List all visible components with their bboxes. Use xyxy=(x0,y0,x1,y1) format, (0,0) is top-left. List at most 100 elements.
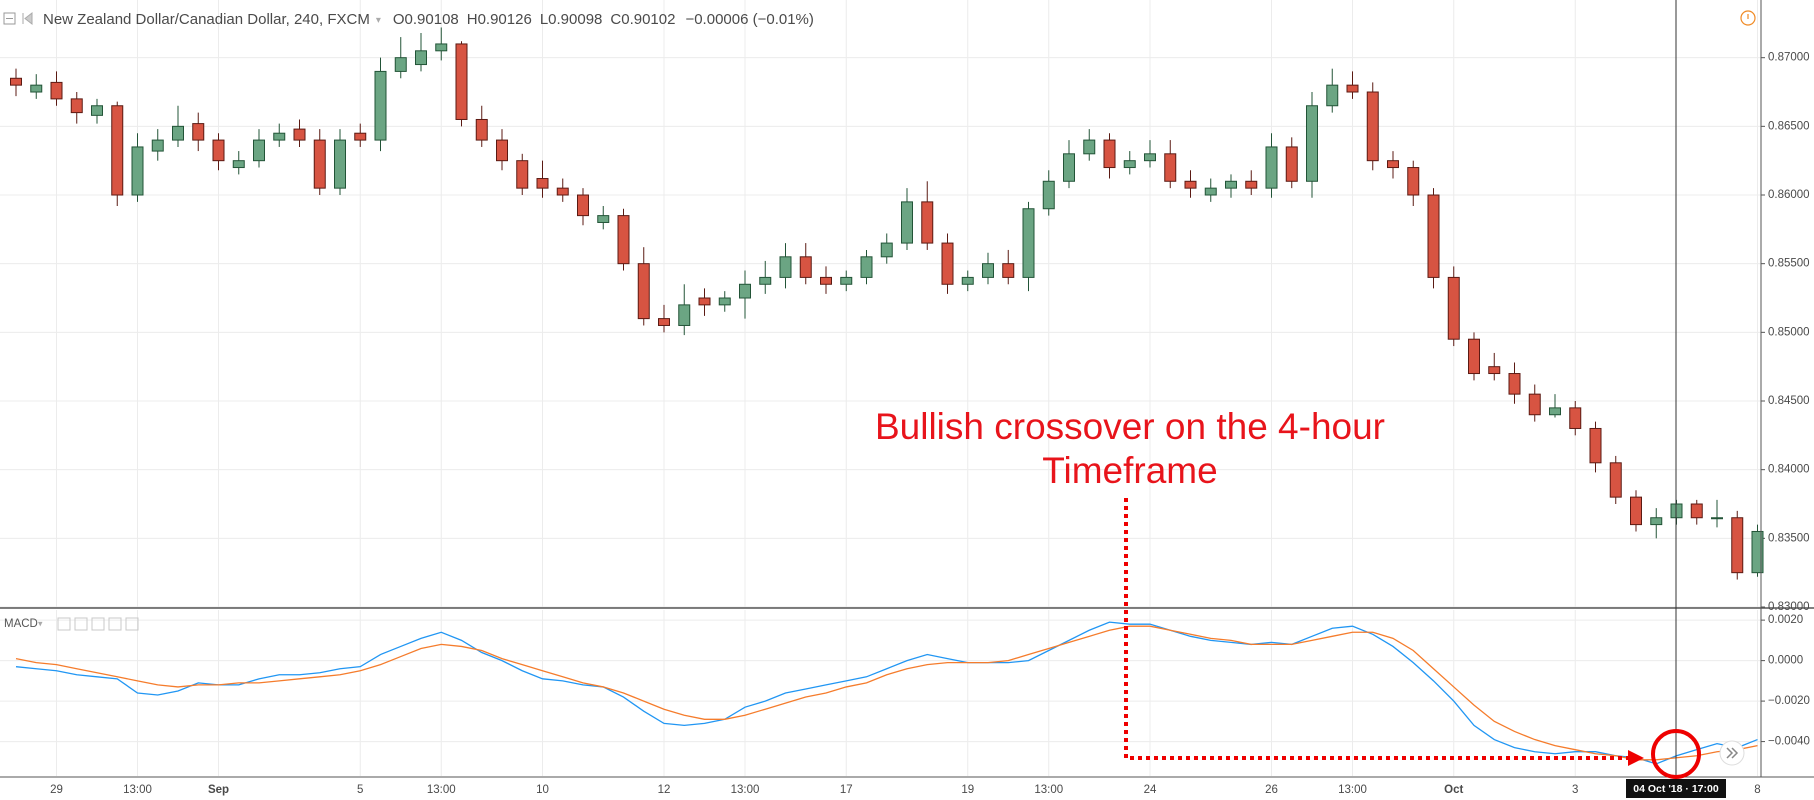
candle-body xyxy=(1123,160,1136,169)
candle-body xyxy=(1346,84,1359,93)
candle-body xyxy=(30,84,43,93)
x-tick-label: Sep xyxy=(208,784,229,796)
candle-body xyxy=(1063,153,1075,182)
candle-body xyxy=(739,283,751,299)
indicator-line xyxy=(15,625,1758,761)
candle-body xyxy=(111,105,124,196)
candle-body xyxy=(1285,146,1298,182)
info-icon[interactable] xyxy=(1740,10,1756,26)
candle-body xyxy=(1609,462,1622,498)
candle-body xyxy=(1589,427,1602,464)
candle-body xyxy=(1204,187,1217,196)
candle-body xyxy=(678,304,691,326)
candle-body xyxy=(374,70,387,141)
candle-body xyxy=(1569,407,1582,429)
candle-body xyxy=(921,201,934,244)
y-tick-label: 0.0000 xyxy=(1768,655,1803,667)
candle-body xyxy=(1245,180,1258,189)
y-tick-label: 0.87000 xyxy=(1768,52,1810,64)
candle-body xyxy=(779,256,792,278)
candle-body xyxy=(313,139,326,189)
indicator-label[interactable]: MACD xyxy=(4,618,38,630)
candle-body xyxy=(1447,276,1460,340)
indicator-button[interactable] xyxy=(57,617,71,631)
candle-body xyxy=(232,160,245,169)
x-tick-label: 17 xyxy=(840,784,853,796)
y-tick-label: 0.84000 xyxy=(1768,464,1810,476)
dropdown-arrow[interactable]: ▾ xyxy=(38,618,43,628)
indicator-line xyxy=(15,621,1758,765)
candle-body xyxy=(50,81,63,100)
candle-body xyxy=(597,215,610,223)
candle-body xyxy=(880,242,893,258)
indicator-button[interactable] xyxy=(91,617,105,631)
candle-body xyxy=(192,123,205,141)
candle-body xyxy=(1731,517,1744,574)
candle-body xyxy=(1265,146,1278,189)
candle-body xyxy=(1427,194,1440,278)
annotation-arrowhead xyxy=(1628,750,1644,766)
y-tick-label: 0.83000 xyxy=(1768,601,1810,613)
candle-body xyxy=(273,132,286,141)
x-tick-label: 5 xyxy=(357,784,363,796)
y-tick-label: 0.85500 xyxy=(1768,258,1810,270)
dropdown-arrow[interactable]: ▾ xyxy=(376,15,381,26)
candle-body xyxy=(435,43,448,52)
candle-body xyxy=(1022,208,1035,278)
candle-body xyxy=(1366,91,1379,162)
candle-body xyxy=(131,146,144,196)
crosshair-time-label: 04 Oct '18 · 17:00 xyxy=(1633,783,1719,795)
y-tick-label: −0.0020 xyxy=(1768,695,1810,707)
candle-body xyxy=(1751,530,1764,574)
candle-body xyxy=(10,77,22,86)
candle-body xyxy=(172,125,184,141)
indicator-button[interactable] xyxy=(74,617,88,631)
x-tick-label: 3 xyxy=(1572,784,1578,796)
candle-body xyxy=(1630,496,1642,526)
candle-body xyxy=(1306,105,1318,182)
candle-body xyxy=(1184,180,1197,189)
candle-body xyxy=(617,215,630,265)
candle-body xyxy=(151,139,164,152)
x-tick-label: 24 xyxy=(1144,784,1157,796)
y-tick-label: 0.85000 xyxy=(1768,326,1810,338)
y-tick-label: 0.0020 xyxy=(1768,614,1803,626)
candle-body xyxy=(1387,160,1399,169)
indicator-button[interactable] xyxy=(108,617,122,631)
open-label: O0.90108 xyxy=(393,11,459,28)
candle-body xyxy=(961,276,974,285)
candle-body xyxy=(840,276,853,285)
x-tick-label: 19 xyxy=(961,784,974,796)
candle-body xyxy=(516,160,529,189)
candle-body xyxy=(1508,373,1521,395)
indicator-button[interactable] xyxy=(125,617,139,631)
close-label: C0.90102 xyxy=(610,11,675,28)
candle-body xyxy=(759,276,772,285)
y-tick-label: 0.86500 xyxy=(1768,120,1810,132)
annotation-line: Bullish crossover on the 4-hour xyxy=(875,406,1385,447)
x-tick-label: 13:00 xyxy=(1338,784,1367,796)
y-tick-label: 0.86000 xyxy=(1768,189,1810,201)
low-label: L0.90098 xyxy=(540,11,603,28)
grid xyxy=(0,0,1765,776)
candle-body xyxy=(1042,180,1055,210)
candle-body xyxy=(556,187,569,196)
candle-body xyxy=(1711,517,1723,520)
flag-icon[interactable] xyxy=(22,11,33,26)
candle-body xyxy=(1650,517,1663,526)
x-tick-label: Oct xyxy=(1444,784,1463,796)
collapse-icon[interactable] xyxy=(3,12,16,25)
candle-body xyxy=(860,256,873,278)
candle-body xyxy=(334,139,346,189)
y-tick-label: 0.84500 xyxy=(1768,395,1810,407)
candle-body xyxy=(698,297,711,306)
x-tick-label: 13:00 xyxy=(1034,784,1063,796)
x-tick-label: 29 xyxy=(50,784,63,796)
candle-body xyxy=(496,139,508,162)
candle-body xyxy=(70,98,83,114)
x-tick-label: 10 xyxy=(536,784,549,796)
candle-body xyxy=(1488,366,1501,375)
